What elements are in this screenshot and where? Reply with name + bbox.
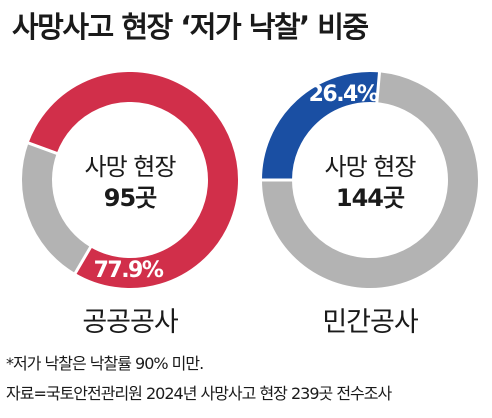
donut-private-highlight-slice (262, 72, 380, 181)
center-label-private: 사망 현장 144곳 (324, 152, 417, 214)
center-title-public: 사망 현장 (84, 153, 177, 181)
donut-private-rest-slice (262, 72, 478, 288)
center-title-private: 사망 현장 (324, 153, 417, 181)
sector-label-public: 공공공사 (82, 307, 178, 338)
slice-separator (73, 245, 93, 275)
donut-public-highlight-slice (28, 72, 238, 288)
chart-title: 사망사고 현장 ‘저가 낙찰’ 비중 (12, 10, 369, 44)
slice-separator (27, 141, 59, 156)
center-value-private: 144곳 (335, 184, 405, 213)
center-value-public: 95곳 (103, 184, 157, 213)
donut-private (261, 71, 478, 288)
donut-public-rest-slice (22, 143, 91, 274)
pct-label-public: 77.9% (93, 258, 164, 283)
footnote-source: 자료=국토안전관리원 2024년 사망사고 현장 239곳 전수조사 (6, 384, 392, 403)
center-label-public: 사망 현장 95곳 (84, 152, 177, 214)
footnote-definition: *저가 낙찰은 낙찰률 90% 미만. (6, 354, 204, 373)
sector-label-private: 민간공사 (322, 307, 418, 338)
pct-label-private: 26.4% (308, 82, 379, 107)
slice-separator (375, 71, 382, 104)
donut-public (22, 72, 238, 288)
